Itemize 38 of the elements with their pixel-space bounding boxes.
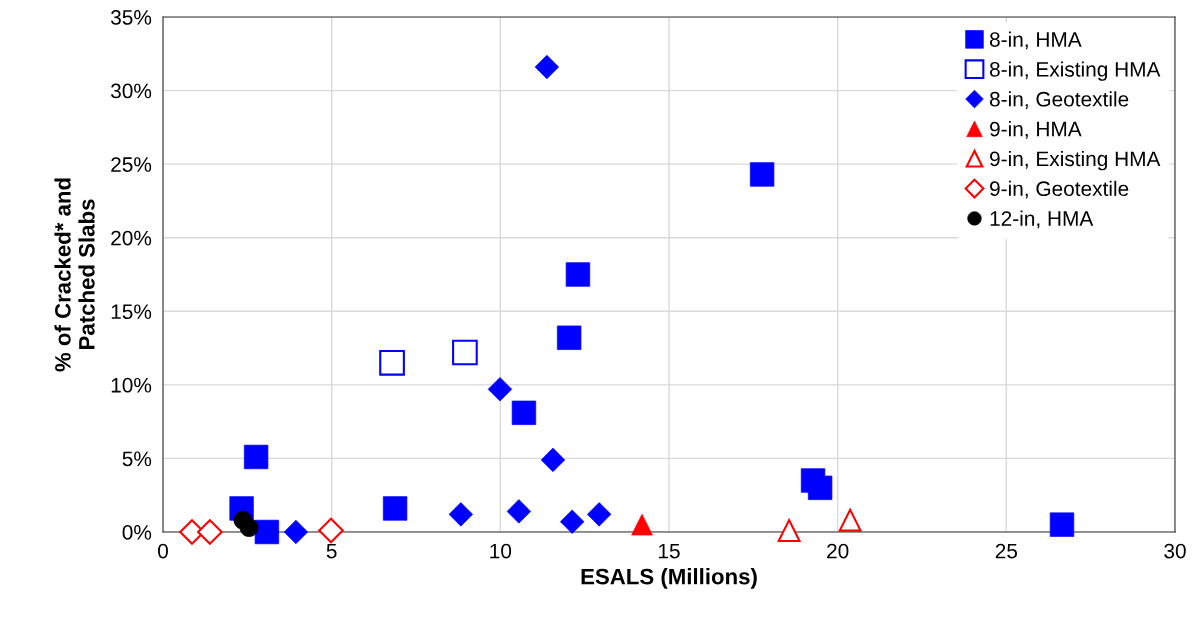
x-tick-label: 5: [326, 543, 337, 559]
legend-label: 9-in, Existing HMA: [990, 150, 1161, 171]
x-tick-label: 25: [995, 543, 1018, 559]
point: [487, 377, 513, 402]
x-tick-label: 20: [827, 543, 849, 559]
y-tick-label: 5%: [122, 451, 152, 467]
legend-label: 9-in, Geotextile: [990, 180, 1129, 199]
y-tick-label: 30%: [110, 83, 152, 99]
point: [777, 519, 801, 542]
legend-label: 8-in, HMA: [989, 31, 1082, 50]
y-tick-label: 0%: [122, 525, 152, 540]
y-tick-label: 10%: [111, 377, 152, 393]
y-tick-label: 20%: [111, 230, 152, 246]
x-tick-label: 10: [490, 543, 512, 559]
x-axis-title: ESALS (Millions): [581, 568, 757, 589]
legend-label: 8-in, Existing HMA: [989, 61, 1161, 81]
legend-label: 8-in, Geotextile: [989, 91, 1129, 110]
x-tick-label: 15: [659, 543, 680, 559]
point: [379, 349, 405, 376]
point: [318, 517, 344, 544]
x-tick-label: 30: [1164, 543, 1186, 559]
point: [506, 499, 532, 524]
y-tick-label: 25%: [111, 157, 152, 172]
point: [749, 162, 775, 187]
point: [448, 502, 473, 527]
point: [452, 339, 478, 366]
x-tick-label: 0: [158, 543, 168, 559]
point: [382, 496, 408, 521]
y-tick-label: 35%: [110, 10, 152, 25]
point: [565, 262, 591, 287]
point: [807, 475, 833, 501]
point: [197, 519, 223, 545]
legend-label: 9-in, HMA: [990, 121, 1082, 139]
point: [556, 325, 582, 350]
point: [838, 508, 862, 532]
y-axis-title: % of Cracked* and Patched Slabs: [54, 178, 95, 372]
y-tick-label: 15%: [111, 304, 152, 320]
legend-label: 12-in, HMA: [990, 210, 1094, 229]
